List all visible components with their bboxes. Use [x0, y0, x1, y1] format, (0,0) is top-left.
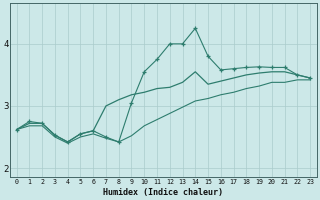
X-axis label: Humidex (Indice chaleur): Humidex (Indice chaleur): [103, 188, 223, 197]
